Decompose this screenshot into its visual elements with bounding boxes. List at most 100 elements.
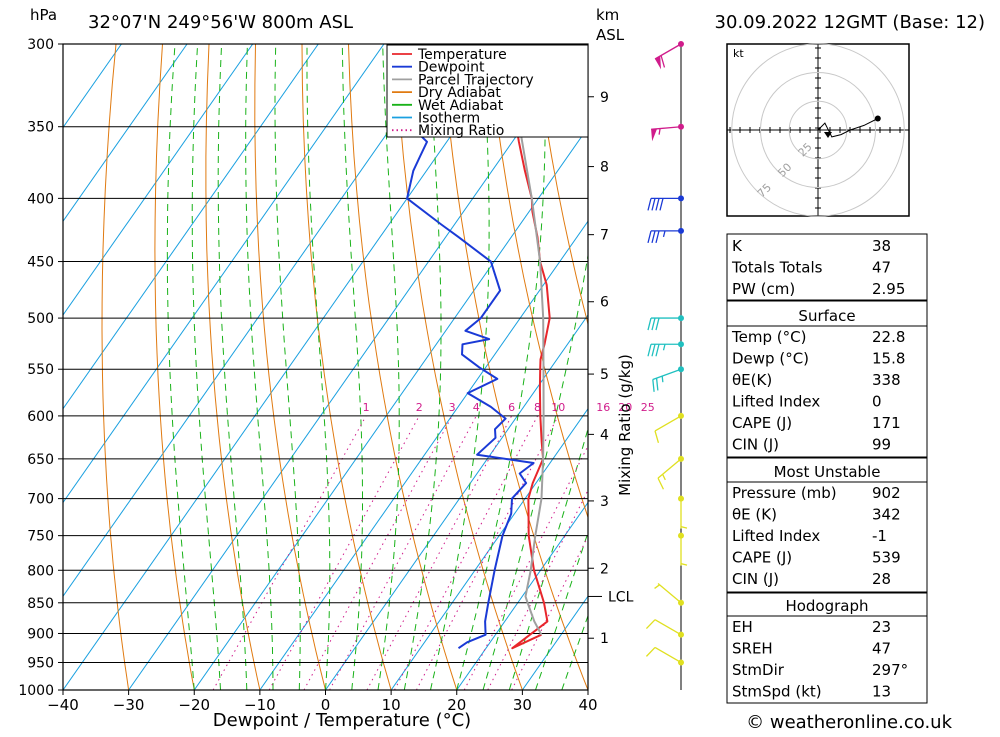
isotherm-line <box>129 44 581 690</box>
wind-barb <box>658 456 684 489</box>
index-value: 171 <box>872 414 901 432</box>
isotherm-line <box>0 44 121 690</box>
wind-barb-staff <box>658 584 681 603</box>
dry-adiabat-line <box>302 44 391 690</box>
wind-barb-feather <box>652 198 655 210</box>
index-label: K <box>732 237 743 255</box>
index-label: CAPE (J) <box>732 549 792 567</box>
pressure-tick-label: 850 <box>27 596 54 612</box>
wind-barb-dot <box>678 456 684 462</box>
wind-barb-feather <box>655 431 658 443</box>
height-unit-km: km <box>596 6 619 24</box>
wind-barb-feather <box>656 344 659 356</box>
wind-barb-feather <box>648 198 651 210</box>
mixing-ratio-label: 3 <box>449 401 456 414</box>
index-label: CIN (J) <box>732 570 779 588</box>
wind-barb-feather <box>661 56 664 68</box>
pressure-tick-label: 800 <box>27 563 54 579</box>
pressure-tick-label: 300 <box>27 37 54 53</box>
isotherm-line <box>63 44 515 690</box>
dry-adiabat-line <box>442 44 589 690</box>
wind-barb-half-feather <box>662 376 663 382</box>
index-value: 38 <box>872 237 891 255</box>
axis-layer: 3003504004505005506006507007508008509009… <box>18 37 633 714</box>
wind-barb-feather <box>652 344 655 356</box>
mixing-ratio-line <box>394 416 537 690</box>
index-value: 297° <box>872 661 908 679</box>
index-value: 23 <box>872 618 891 636</box>
wind-barb <box>648 315 684 330</box>
mixing-ratio-label: 4 <box>473 401 480 414</box>
dry-adiabat-line <box>953 44 1000 690</box>
wind-barb-dot <box>678 124 684 130</box>
index-value: 539 <box>872 549 901 567</box>
index-value: 338 <box>872 371 901 389</box>
wind-barb-dot <box>678 496 684 502</box>
dry-adiabat-line <box>102 44 129 690</box>
mixing-ratio-axis-title: Mixing Ratio (g/kg) <box>616 354 634 496</box>
index-value: 342 <box>872 506 901 524</box>
wind-barb <box>655 413 684 443</box>
wind-barb-feather <box>646 647 655 656</box>
index-label: SREH <box>732 640 773 658</box>
wind-barb-staff <box>655 647 681 662</box>
mixing-ratio-label: 1 <box>363 401 370 414</box>
wind-barb <box>646 620 684 638</box>
wind-barb-half-feather <box>681 564 687 566</box>
hodograph-unit: kt <box>733 47 744 60</box>
pressure-tick-label: 600 <box>27 409 54 425</box>
copyright-footer: © weatheronline.co.uk <box>746 712 952 733</box>
x-tick-label: −20 <box>178 696 210 714</box>
wet-adiabat-line <box>457 44 546 690</box>
height-tick-label: 7 <box>600 228 609 244</box>
pressure-tick-label: 700 <box>27 492 54 508</box>
wind-barb-feather <box>653 379 654 391</box>
wet-adiabat-line <box>483 44 610 690</box>
wind-barb-half-feather <box>664 231 666 237</box>
wind-barb-pennant <box>651 129 657 141</box>
wind-barb-staff <box>655 44 681 59</box>
plot-frame <box>63 44 588 690</box>
pressure-unit-label: hPa <box>30 6 57 24</box>
mixing-ratio-line <box>330 416 477 690</box>
index-label: Temp (°C) <box>731 328 806 346</box>
pressure-tick-label: 450 <box>27 255 54 271</box>
wet-adiabat-line <box>536 44 733 690</box>
index-label: θE(K) <box>732 371 772 389</box>
index-label: EH <box>732 618 753 636</box>
hodograph-end-dot <box>875 116 881 122</box>
isotherm-line <box>0 44 450 690</box>
wind-barb-dot <box>678 366 684 372</box>
wind-barb-half-feather <box>681 527 687 529</box>
wind-barb-dot <box>678 41 684 47</box>
wind-barb <box>655 584 684 606</box>
height-unit-asl: ASL <box>596 26 625 44</box>
dry-adiabat-line <box>255 44 326 690</box>
pressure-tick-label: 350 <box>27 120 54 136</box>
wet-adiabat-line <box>509 44 674 690</box>
index-section-title: Hodograph <box>785 597 868 615</box>
wind-barb-dot <box>678 659 684 665</box>
index-value: 28 <box>872 570 891 588</box>
isotherm-line <box>326 44 778 690</box>
index-label: CIN (J) <box>732 436 779 454</box>
index-label: PW (cm) <box>732 280 795 298</box>
x-tick-label: −30 <box>113 696 145 714</box>
index-label: StmDir <box>732 661 785 679</box>
wind-barb <box>678 533 687 566</box>
wind-barb <box>653 366 684 392</box>
wet-adiabat-line <box>218 44 247 690</box>
wind-barb <box>678 496 687 529</box>
wind-barb-staff <box>658 459 681 478</box>
index-label: Lifted Index <box>732 527 820 545</box>
wind-barb-dot <box>678 228 684 234</box>
index-value: 47 <box>872 640 891 658</box>
dry-adiabat-line <box>206 44 260 690</box>
height-tick-label: 5 <box>600 367 609 383</box>
x-axis-title: Dewpoint / Temperature (°C) <box>213 710 471 731</box>
mixing-ratio-label: 6 <box>508 401 515 414</box>
wind-barb-feather <box>656 318 659 330</box>
location-title: 32°07'N 249°56'W 800m ASL <box>88 12 353 33</box>
wind-barb-dot <box>678 632 684 638</box>
